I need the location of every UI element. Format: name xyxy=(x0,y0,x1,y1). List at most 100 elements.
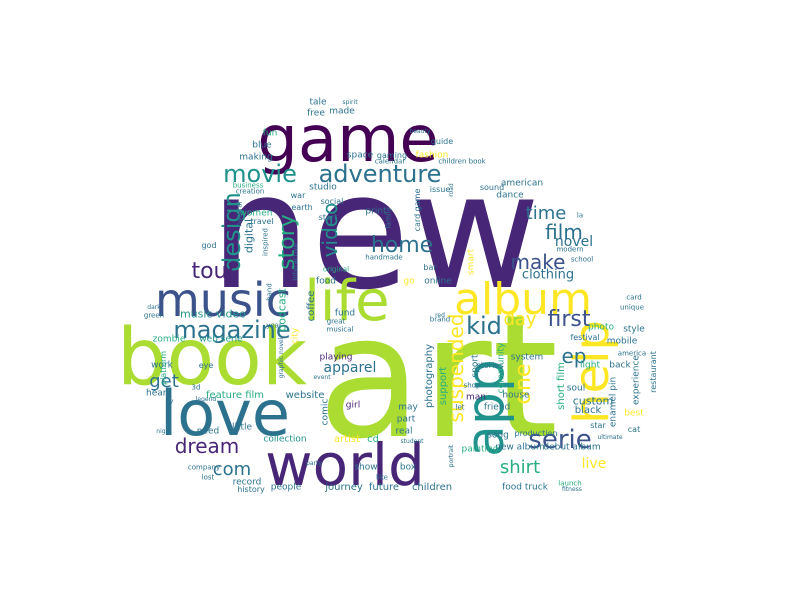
word-original: original xyxy=(322,265,350,274)
word-earth: earth xyxy=(291,203,313,212)
word-website: website xyxy=(285,390,325,401)
word-graphic-novel: graphic novel xyxy=(278,337,285,379)
word-guide: guide xyxy=(430,137,454,146)
word-painting: painting xyxy=(461,444,499,455)
word-legend: legend xyxy=(195,396,217,403)
word-family: family xyxy=(384,207,393,229)
word-film: film xyxy=(545,220,583,244)
word-star: star xyxy=(590,421,606,430)
word-student: student xyxy=(400,438,424,445)
word-go: go xyxy=(403,276,415,287)
word-journey: journey xyxy=(325,482,363,493)
word-festival: festival xyxy=(570,333,600,342)
word-card: card xyxy=(626,293,642,302)
word-unique: unique xyxy=(619,303,645,312)
word-playing: playing xyxy=(319,352,353,363)
word-ultimate: ultimate xyxy=(597,434,623,441)
word-cat: cat xyxy=(627,425,641,434)
word-hand: hand xyxy=(265,283,274,301)
word-clothing: clothing xyxy=(521,267,575,283)
word-online: online xyxy=(424,276,452,287)
word-studio: studio xyxy=(309,182,337,193)
word-collection: collection xyxy=(263,434,307,445)
word-tour: tour xyxy=(191,259,237,284)
word-children-book: children book xyxy=(438,157,486,166)
word-handmade: handmade xyxy=(365,253,403,262)
word-web-serie: web serie xyxy=(199,334,243,345)
word-school: school xyxy=(570,255,594,264)
word-mobile: mobile xyxy=(606,336,638,347)
word-feature-film: feature film xyxy=(205,390,265,401)
word-brand: brand xyxy=(429,315,451,324)
word-kid: kid xyxy=(466,312,502,340)
word-system: system xyxy=(510,352,544,363)
word-god: god xyxy=(201,241,217,250)
word-dark: dark xyxy=(147,304,161,311)
word-music: music xyxy=(154,273,292,327)
word-first: first xyxy=(547,307,591,332)
word-social: social xyxy=(320,197,344,206)
word-art: art xyxy=(317,279,559,477)
word-business: business xyxy=(232,181,264,190)
word-natural: natural xyxy=(235,201,244,227)
word-modern: modern xyxy=(556,245,584,254)
word-year: year xyxy=(266,321,282,330)
word-back: back xyxy=(609,360,631,371)
word-creation: creation xyxy=(235,187,265,196)
word-book: book xyxy=(116,313,308,403)
word-heart: heart xyxy=(146,388,170,399)
word-space: space xyxy=(346,150,374,161)
word-la: la xyxy=(576,211,584,220)
word-launch: launch xyxy=(558,479,582,488)
word-red: red xyxy=(435,312,445,319)
word-restaurant: restaurant xyxy=(649,351,658,393)
word-fund: fund xyxy=(334,308,356,319)
word-custom: custom xyxy=(572,394,614,408)
word-video: video xyxy=(318,202,342,258)
word-people: people xyxy=(270,482,302,493)
word-make: make xyxy=(510,250,566,274)
word-travel: travel xyxy=(250,217,274,226)
word-fitness: fitness xyxy=(562,486,582,493)
word-bar: bar xyxy=(423,263,437,272)
word-girl: girl xyxy=(345,400,361,411)
word-platform: platform xyxy=(159,351,168,385)
word-movie: movie xyxy=(223,160,297,188)
word-company: company xyxy=(187,463,221,472)
word-soul: soul xyxy=(566,383,586,394)
word-musical: musical xyxy=(326,325,354,334)
word-live: live xyxy=(581,456,607,472)
word-card-game: card game xyxy=(413,188,422,232)
word-com: com xyxy=(212,459,252,480)
word-man: man xyxy=(466,392,486,403)
word-dream: dream xyxy=(174,434,240,458)
word-new: new xyxy=(209,138,541,325)
word-need: need xyxy=(196,426,220,437)
word-smart: smart xyxy=(466,248,477,276)
word-american: american xyxy=(500,178,544,189)
word-coffee: coffee xyxy=(306,290,317,322)
word-best: best xyxy=(624,408,644,419)
word-house: house xyxy=(502,390,530,401)
word-sound: sound xyxy=(479,183,505,192)
word-short-film: short film xyxy=(556,362,567,410)
word-get: get xyxy=(149,371,179,392)
word-enamel-pin: enamel pin xyxy=(608,376,619,428)
word-america: america xyxy=(617,349,647,358)
word-city: city xyxy=(290,327,301,345)
word-experience: experience xyxy=(631,355,642,405)
word-issue: issue xyxy=(429,185,451,194)
word-work: work xyxy=(151,360,173,371)
word-love: love xyxy=(160,377,290,450)
word-like: like xyxy=(375,473,389,482)
word-record: record xyxy=(232,477,262,488)
word-portrait: portrait xyxy=(448,444,455,468)
word-light: light xyxy=(580,360,600,371)
word-fun: fun xyxy=(262,128,278,139)
word-day: day xyxy=(503,309,537,330)
word-song: song xyxy=(487,430,509,441)
word-inspired: inspired xyxy=(261,228,270,256)
word-ep: ep xyxy=(561,344,587,368)
word-shirt: shirt xyxy=(499,457,541,478)
word-box: box xyxy=(399,462,417,473)
